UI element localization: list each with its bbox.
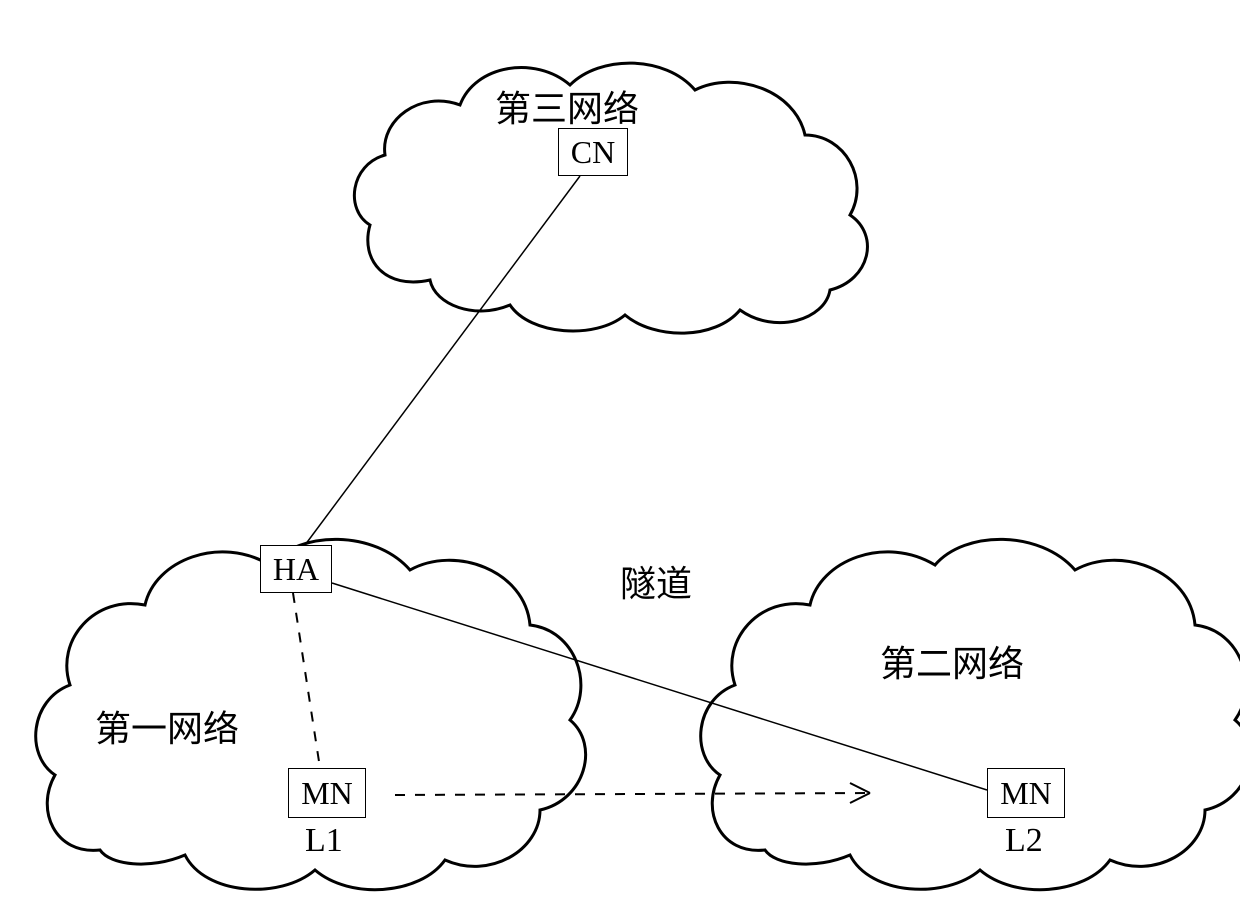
label-network1: 第一网络 [95, 700, 239, 752]
node-ha: HA [260, 545, 332, 593]
node-mn2-label: MN [1000, 775, 1052, 812]
label-network3: 第三网络 [495, 80, 639, 132]
node-mn2: MN [987, 768, 1065, 818]
edge-mn1-mn2 [395, 793, 870, 795]
node-mn1-label: MN [301, 775, 353, 812]
label-tunnel: 隧道 [620, 555, 692, 607]
label-l1: L1 [305, 822, 343, 860]
node-cn-label: CN [571, 134, 615, 171]
node-cn: CN [558, 128, 628, 176]
label-l2: L2 [1005, 822, 1043, 860]
network-diagram: CN HA MN MN 第三网络 第一网络 第二网络 隧道 L1 L2 [0, 0, 1240, 924]
cloud-network2 [701, 539, 1240, 889]
edge-cn-ha [305, 176, 580, 545]
edge-ha-mn1 [293, 593, 320, 768]
label-network2: 第二网络 [880, 635, 1024, 687]
node-ha-label: HA [273, 551, 319, 588]
node-mn1: MN [288, 768, 366, 818]
